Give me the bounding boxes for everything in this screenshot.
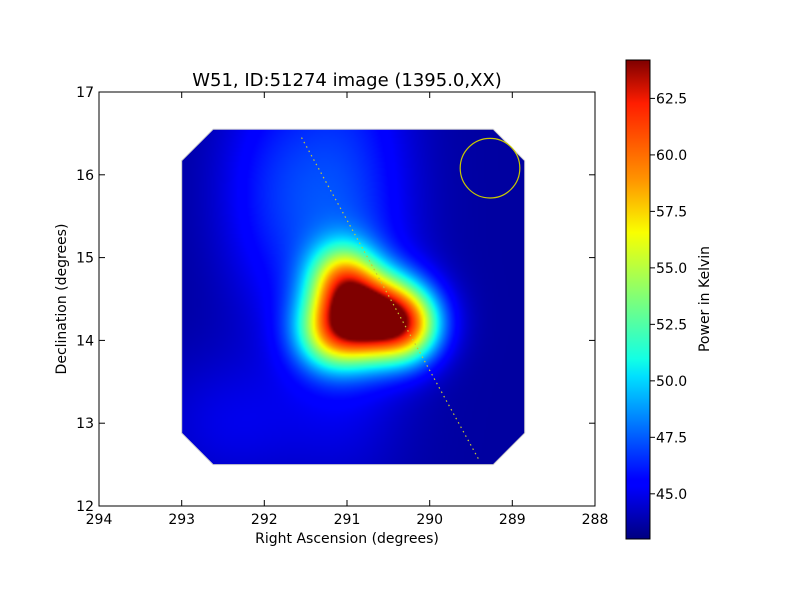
plot-area xyxy=(98,91,596,507)
x-tick: 288 xyxy=(582,92,609,528)
x-tick-label: 292 xyxy=(251,512,278,528)
y-tick-label: 17 xyxy=(76,85,94,101)
y-tick-label: 16 xyxy=(76,168,94,184)
colorbar-tick-label: 52.5 xyxy=(656,317,687,333)
colorbar-tick: 50.0 xyxy=(650,374,687,390)
y-tick: 15 xyxy=(76,251,595,267)
colorbar-tick: 62.5 xyxy=(650,91,687,107)
beam-circle xyxy=(459,137,521,199)
x-tick-label: 288 xyxy=(582,512,609,528)
colorbar-tick-label: 45.0 xyxy=(656,487,687,503)
map-outline xyxy=(181,128,526,466)
x-tick-label: 290 xyxy=(416,512,443,528)
y-tick-label: 12 xyxy=(76,499,94,515)
x-axis-label: Right Ascension (degrees) xyxy=(255,531,439,547)
heatmap-image xyxy=(181,129,525,465)
y-tick-label: 13 xyxy=(76,416,94,432)
colorbar-ticks: 45.0 47.5 50.0 52.5 55.0 57.5 60.0 62.5 xyxy=(650,91,687,503)
colorbar-tick-label: 62.5 xyxy=(656,91,687,107)
x-tick-label: 289 xyxy=(499,512,526,528)
y-tick-label: 14 xyxy=(76,333,94,349)
colorbar-label: Power in Kelvin xyxy=(697,246,713,352)
chart-title: W51, ID:51274 image (1395.0,XX) xyxy=(192,70,502,91)
x-tick: 292 xyxy=(251,92,278,528)
y-axis: 12 13 14 15 16 17 Declination (degrees) xyxy=(54,85,595,515)
x-tick-label: 293 xyxy=(168,512,195,528)
colorbar-tick-label: 60.0 xyxy=(656,148,687,164)
colorbar-tick-label: 57.5 xyxy=(656,204,687,220)
colorbar-tick: 57.5 xyxy=(650,204,687,220)
colorbar-frame xyxy=(625,59,651,540)
galactic-plane-line xyxy=(301,137,480,461)
colorbar-tick-label: 50.0 xyxy=(656,374,687,390)
x-tick-label: 294 xyxy=(86,512,113,528)
colorbar-tick: 55.0 xyxy=(650,261,687,277)
colorbar-tick: 52.5 xyxy=(650,317,687,333)
y-tick: 16 xyxy=(76,168,595,184)
colorbar-tick: 47.5 xyxy=(650,430,687,446)
colorbar-tick-label: 47.5 xyxy=(656,430,687,446)
x-tick: 294 xyxy=(86,92,113,528)
x-tick-label: 291 xyxy=(334,512,361,528)
x-tick: 289 xyxy=(499,92,526,528)
x-tick: 291 xyxy=(334,92,361,528)
y-tick: 13 xyxy=(76,416,595,432)
y-axis-label: Declination (degrees) xyxy=(54,224,70,375)
y-tick: 12 xyxy=(76,499,595,515)
x-axis: 294 293 292 291 290 289 288 Right Ascens… xyxy=(86,92,609,547)
colorbar: 45.0 47.5 50.0 52.5 55.0 57.5 60.0 62.5 … xyxy=(625,59,713,540)
y-tick: 17 xyxy=(76,85,595,101)
y-tick-label: 15 xyxy=(76,251,94,267)
colorbar-tick-label: 55.0 xyxy=(656,261,687,277)
y-tick: 14 xyxy=(76,333,595,349)
colorbar-gradient xyxy=(626,60,650,539)
x-tick: 293 xyxy=(168,92,195,528)
x-tick: 290 xyxy=(416,92,443,528)
colorbar-tick: 45.0 xyxy=(650,487,687,503)
colorbar-tick: 60.0 xyxy=(650,148,687,164)
